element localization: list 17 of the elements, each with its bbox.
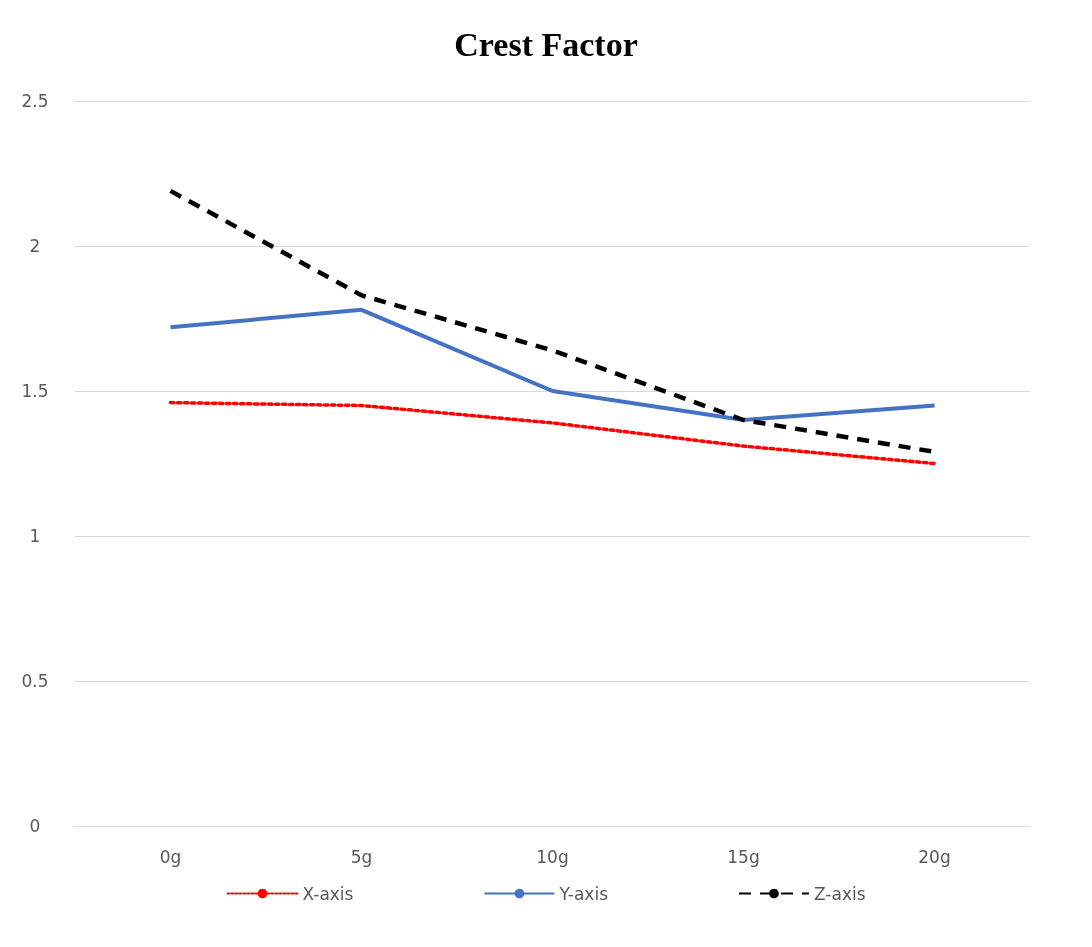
y-tick-label: 1.5 <box>21 381 49 401</box>
chart-title: Crest Factor <box>454 25 638 63</box>
x-tick-label: 5g <box>350 846 373 867</box>
line-series <box>168 307 937 422</box>
x-tick-label: 10g <box>536 846 569 867</box>
y-tick-label: 2 <box>29 236 41 256</box>
y-tick-label: 0 <box>29 816 41 836</box>
x-tick-label: 15g <box>727 846 760 867</box>
y-tick-label: 0.5 <box>21 671 49 691</box>
x-tick-label: 20g <box>918 846 951 867</box>
legend-label: Y-axis <box>558 883 609 904</box>
legend-label: Z-axis <box>814 883 866 904</box>
y-tick-label: 1 <box>29 526 41 546</box>
line-series <box>168 400 937 466</box>
y-tick-label: 2.5 <box>21 91 49 111</box>
legend-label: X-axis <box>302 883 354 904</box>
x-tick-label: 0g <box>159 846 182 867</box>
